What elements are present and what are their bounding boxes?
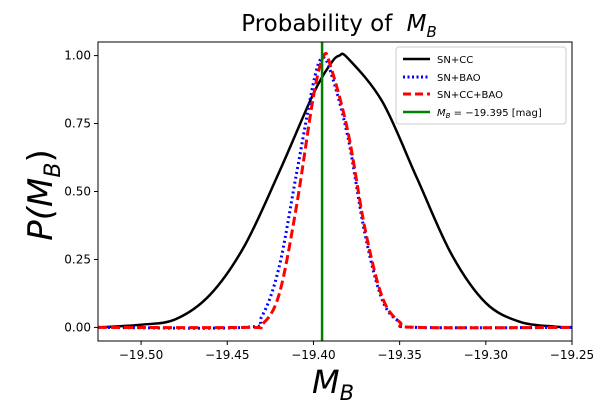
series-line-sn-cc bbox=[98, 52, 572, 329]
x-tick-label: −19.30 bbox=[464, 348, 508, 362]
legend-mb-rest: = −19.395 [mag] bbox=[450, 108, 541, 119]
series-line-sn-cc-bao bbox=[98, 51, 572, 330]
legend-mb-math: M bbox=[437, 108, 446, 119]
xlabel-math: M bbox=[312, 363, 340, 401]
legend: SN+CC SN+BAO SN+CC+BAO MB = −19.395 [mag… bbox=[395, 46, 567, 125]
y-axis-label: P(MB) bbox=[21, 149, 66, 240]
chart-title: Probability of MB bbox=[241, 11, 437, 41]
legend-box bbox=[395, 46, 567, 125]
x-tick-label: −19.25 bbox=[550, 348, 594, 362]
plot-lines bbox=[98, 42, 572, 341]
ylabel-math: P(M bbox=[21, 178, 61, 241]
title-text: Probability of bbox=[241, 11, 393, 37]
x-tick-label: −19.35 bbox=[377, 348, 421, 362]
ylabel-math-sub: B bbox=[41, 163, 66, 178]
y-tick-label: 0.00 bbox=[64, 320, 91, 334]
y-tick-label: 0.25 bbox=[64, 252, 91, 266]
xlabel-math-sub: B bbox=[340, 381, 354, 403]
legend-mb-math-sub: B bbox=[446, 112, 451, 120]
title-math: M bbox=[407, 11, 427, 37]
y-tick-label: 1.00 bbox=[64, 49, 91, 63]
legend-label-sn-cc: SN+CC bbox=[437, 55, 473, 66]
legend-label-sn-cc-bao: SN+CC+BAO bbox=[437, 90, 503, 101]
title-math-sub: B bbox=[426, 23, 436, 41]
x-tick-label: −19.45 bbox=[205, 348, 249, 362]
x-axis-label: MB bbox=[312, 363, 354, 403]
y-tick-label: 0.75 bbox=[64, 117, 91, 131]
legend-label-sn-bao: SN+BAO bbox=[437, 73, 481, 84]
ylabel-math-close: ) bbox=[21, 149, 61, 162]
legend-label-mb: MB = −19.395 [mag] bbox=[437, 108, 542, 120]
x-tick-label: −19.40 bbox=[291, 348, 335, 362]
x-tick-label: −19.50 bbox=[119, 348, 163, 362]
axes: −19.50 −19.45 −19.40 −19.35 −19.30 −19.25 0.00… bbox=[64, 41, 594, 362]
y-tick-label: 0.50 bbox=[64, 185, 91, 199]
